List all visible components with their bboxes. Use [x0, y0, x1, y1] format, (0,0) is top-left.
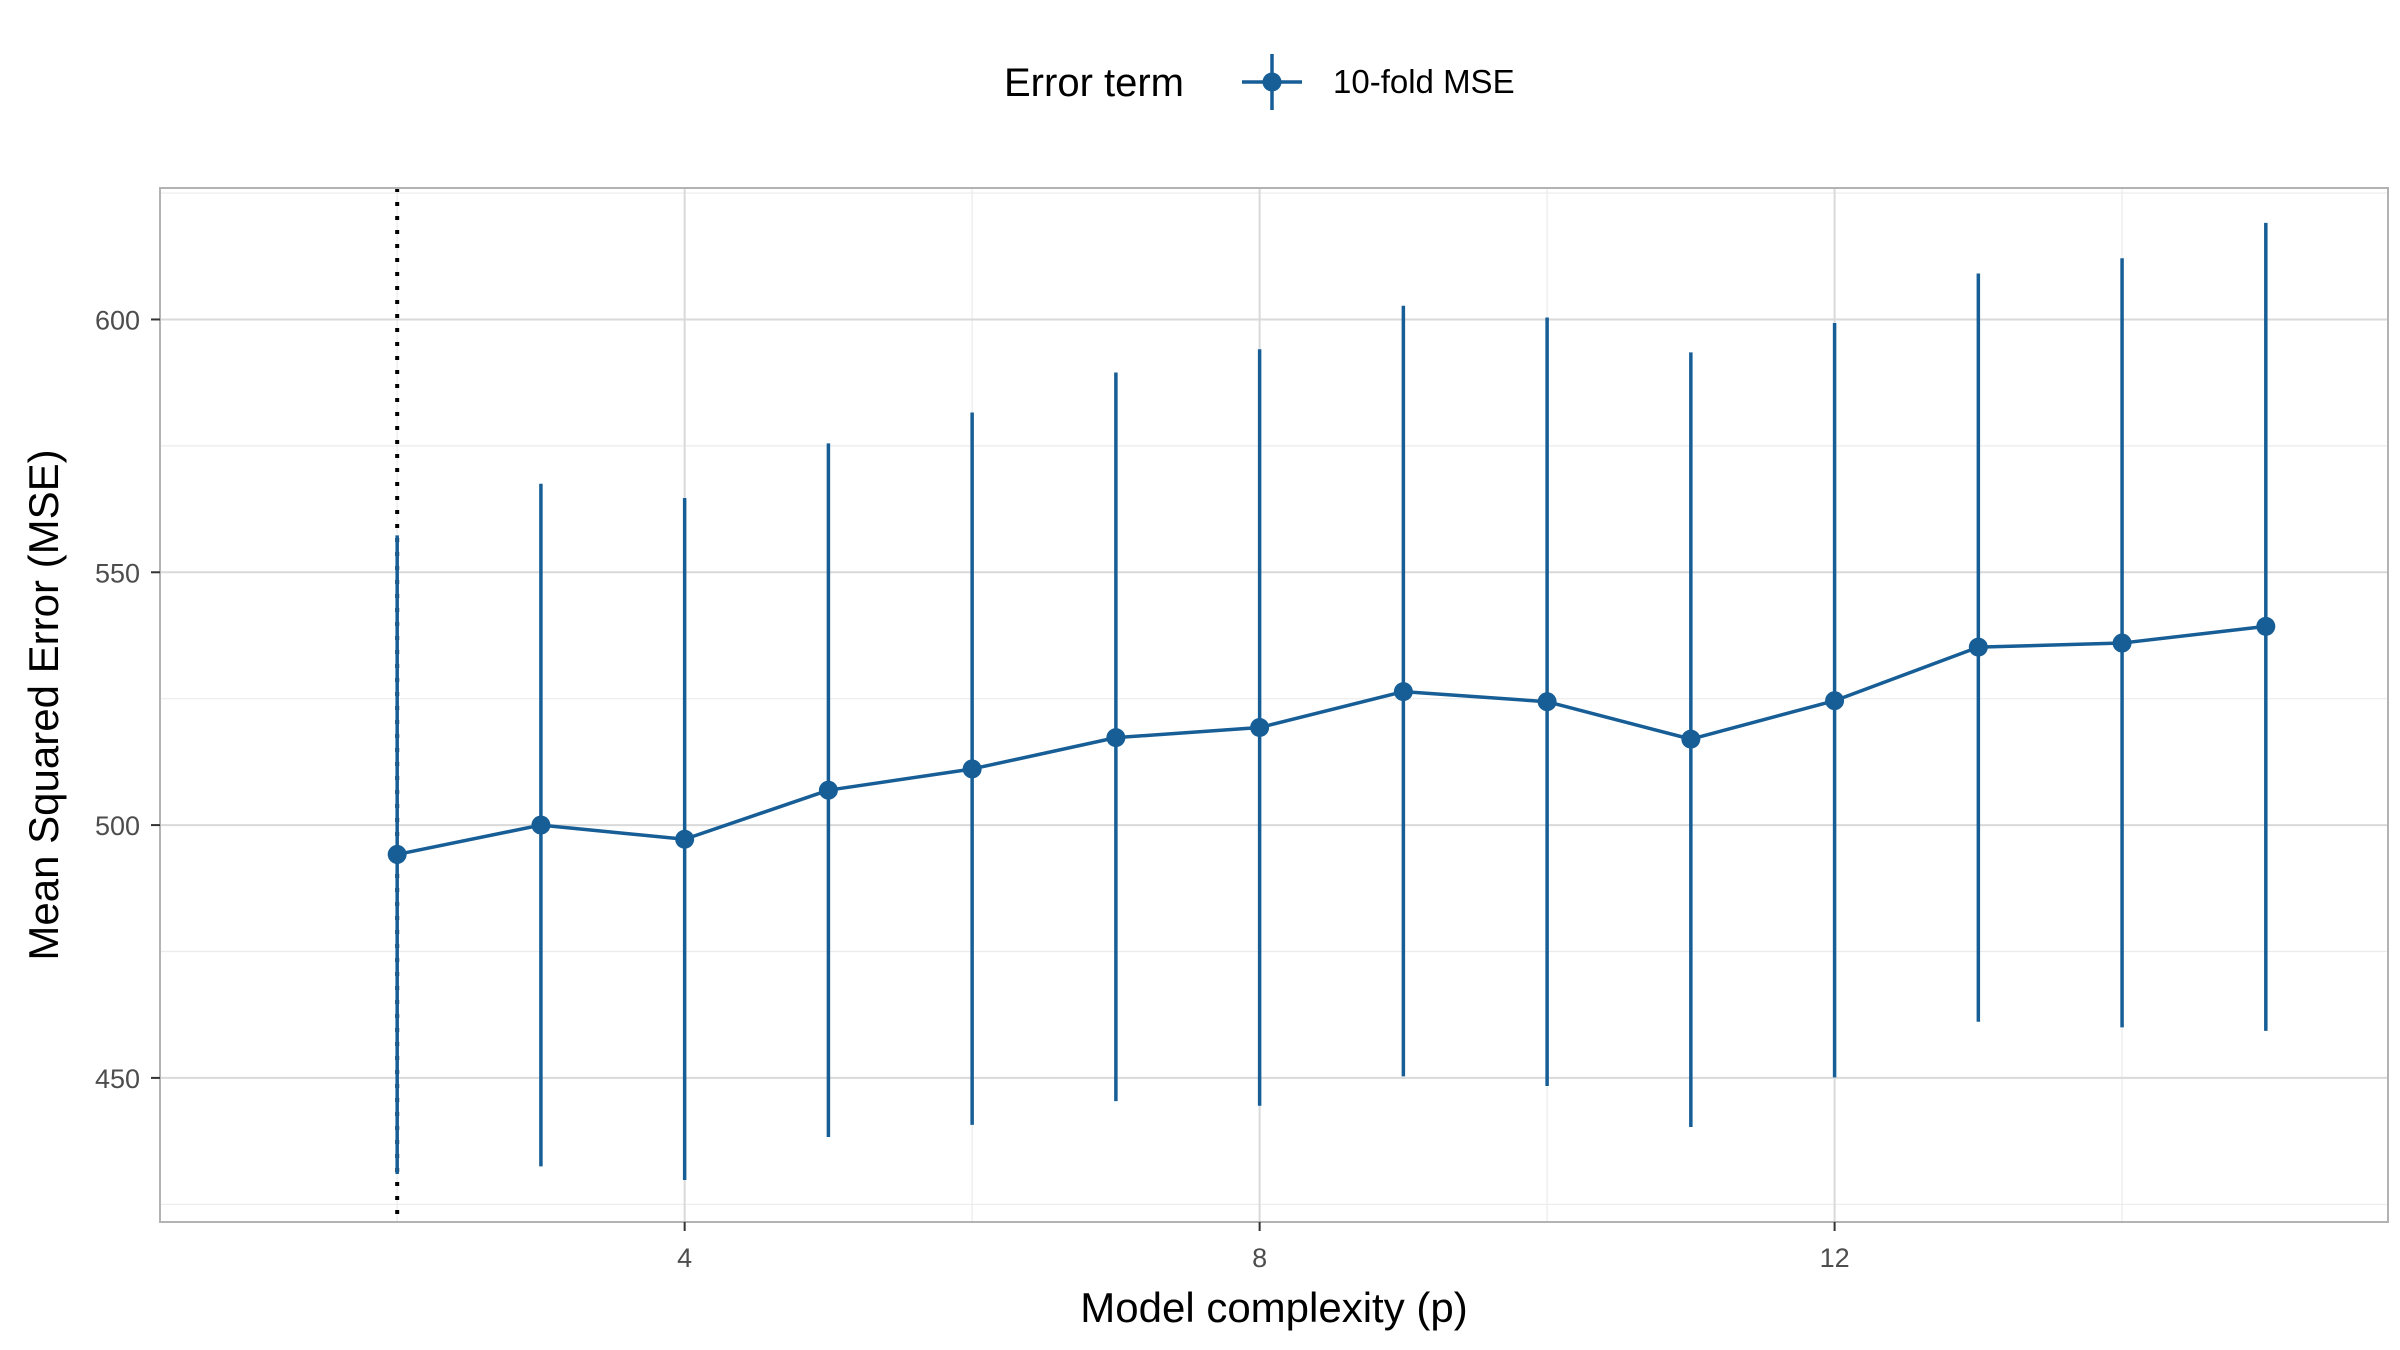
- legend: Error term 10-fold MSE: [1004, 54, 1515, 110]
- y-tick-label: 550: [95, 558, 140, 588]
- data-point: [1393, 682, 1413, 702]
- series-layer: [387, 616, 2276, 864]
- grid-minor: [160, 188, 2388, 1222]
- x-axis: 4 8 12: [677, 1222, 1850, 1273]
- x-axis-title: Model complexity (p): [1080, 1284, 1467, 1331]
- data-point: [1825, 691, 1845, 711]
- grid-major: [160, 188, 2388, 1222]
- data-point: [962, 759, 982, 779]
- series-line: [396, 624, 2267, 857]
- panel-border: [159, 187, 2389, 1223]
- data-point: [2112, 633, 2132, 653]
- data-point: [818, 780, 838, 800]
- data-point: [1106, 728, 1126, 748]
- data-point: [675, 829, 695, 849]
- error-bars: [395, 222, 2268, 1181]
- x-tick-label: 4: [677, 1243, 692, 1273]
- data-point: [1250, 718, 1270, 738]
- y-axis: 450 500 550 600: [95, 305, 160, 1094]
- data-point: [1537, 692, 1557, 712]
- data-point: [1681, 729, 1701, 749]
- x-tick-label: 12: [1820, 1243, 1850, 1273]
- data-point: [531, 815, 551, 835]
- data-point: [2256, 616, 2276, 636]
- data-point: [387, 844, 407, 864]
- y-axis-title: Mean Squared Error (MSE): [20, 449, 67, 960]
- data-point: [1968, 637, 1988, 657]
- legend-title: Error term: [1004, 61, 1184, 105]
- y-tick-label: 500: [95, 811, 140, 841]
- y-tick-label: 600: [95, 305, 140, 335]
- y-tick-label: 450: [95, 1064, 140, 1094]
- legend-label: 10-fold MSE: [1333, 63, 1515, 100]
- x-tick-label: 8: [1252, 1243, 1267, 1273]
- legend-key-point: [1262, 72, 1282, 92]
